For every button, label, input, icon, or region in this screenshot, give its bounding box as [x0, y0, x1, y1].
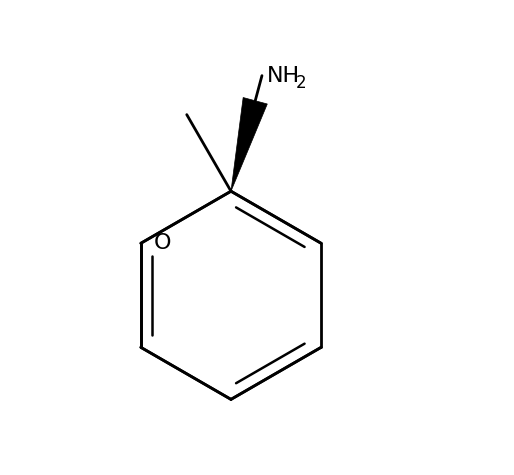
Text: NH: NH	[267, 66, 300, 86]
Text: O: O	[153, 233, 171, 253]
Text: 2: 2	[295, 74, 306, 92]
Polygon shape	[231, 97, 267, 191]
